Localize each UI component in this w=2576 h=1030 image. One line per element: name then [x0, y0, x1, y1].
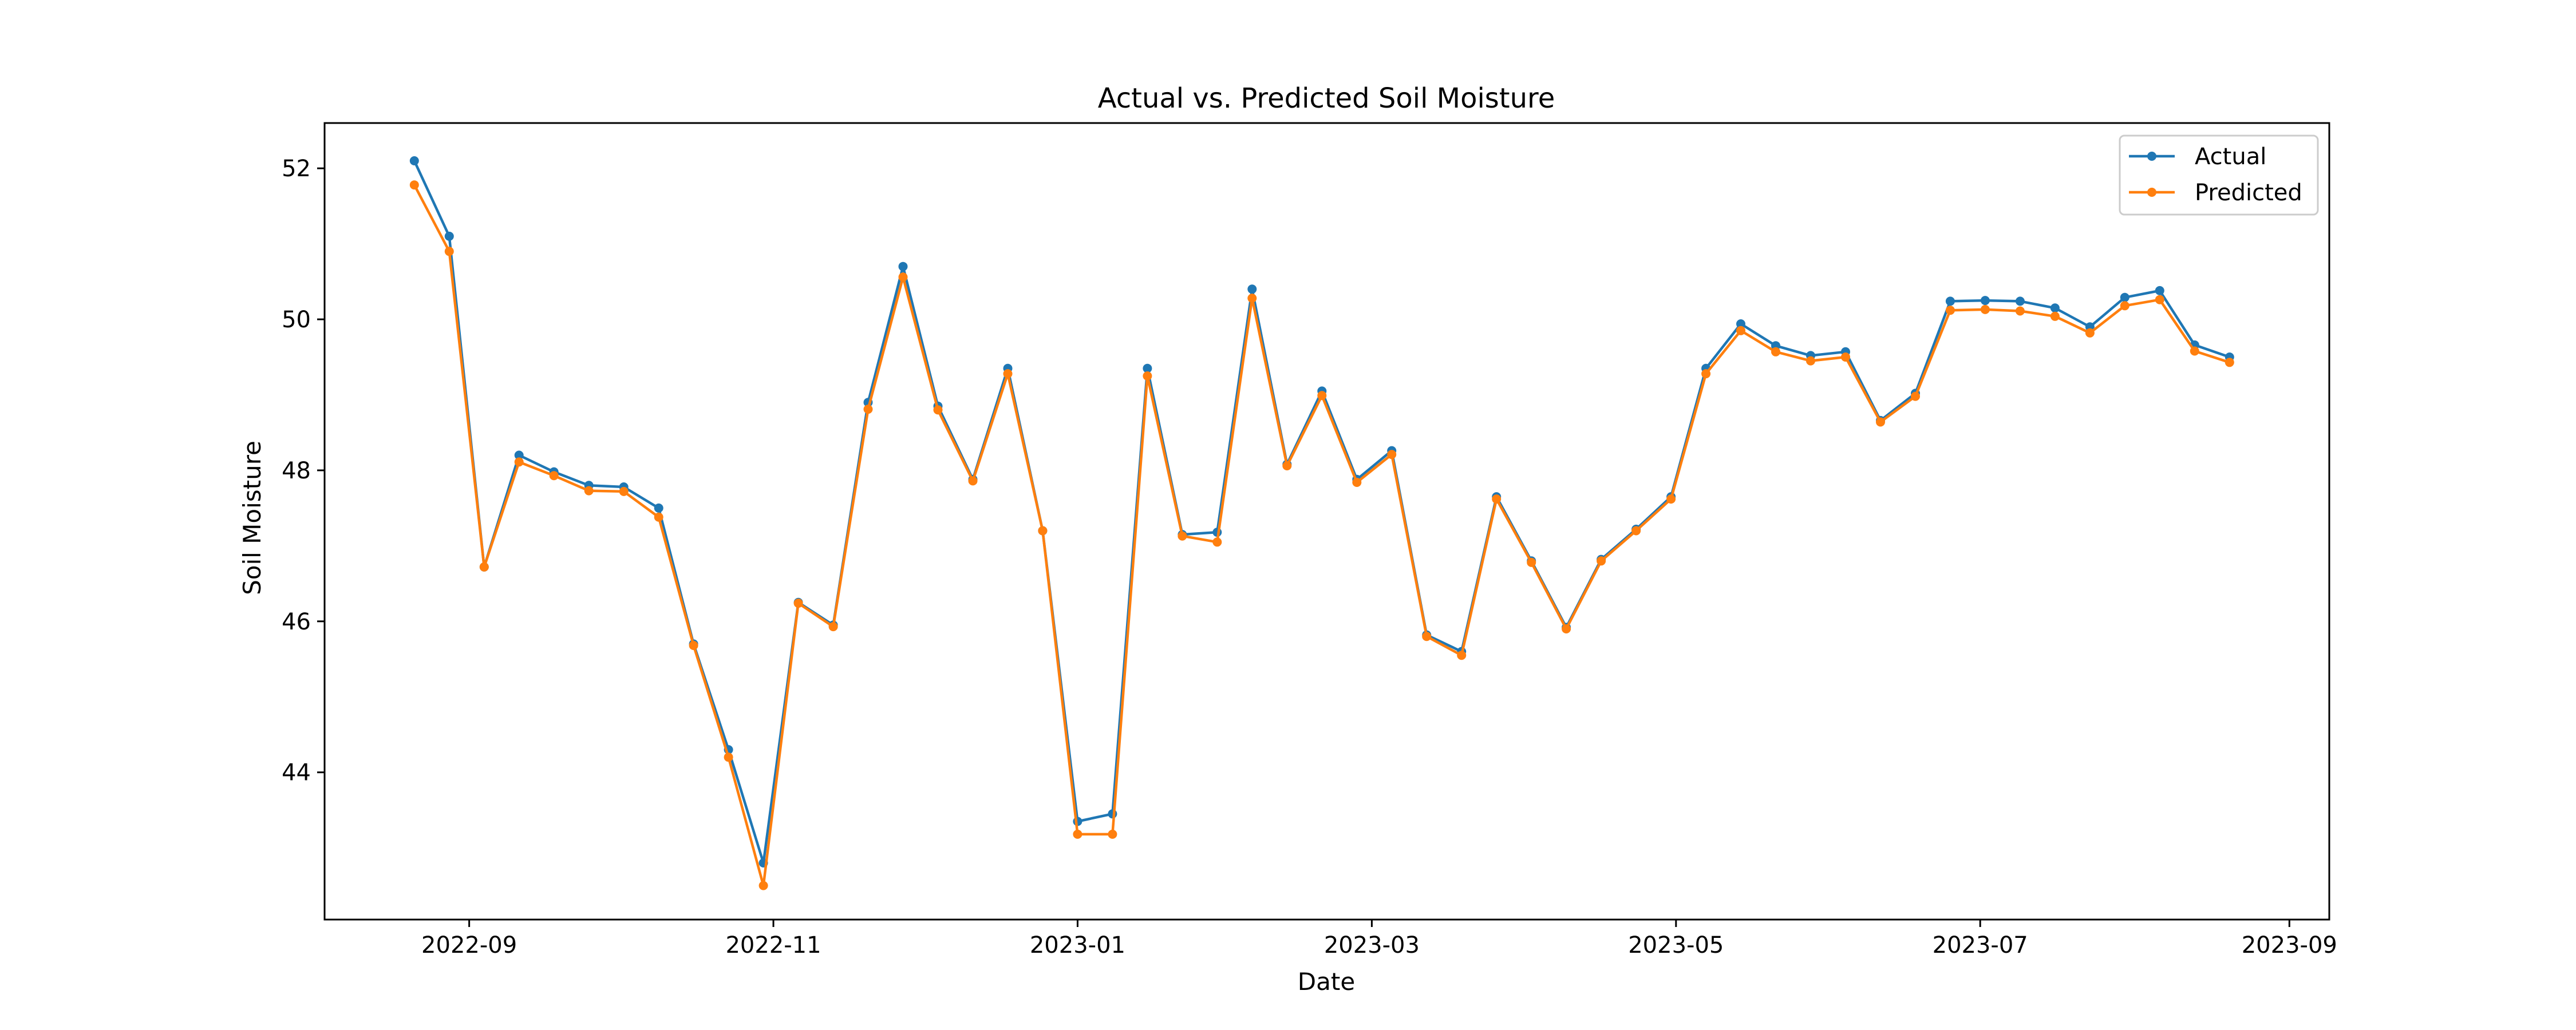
- x-tick-label: 2022-11: [725, 932, 821, 958]
- data-point-predicted: [654, 512, 663, 522]
- data-point-predicted: [1003, 369, 1013, 379]
- data-point-predicted: [1527, 557, 1536, 567]
- data-point-predicted: [758, 881, 768, 890]
- data-point-actual: [1247, 284, 1257, 294]
- y-tick-label: 52: [282, 156, 311, 182]
- data-point-actual: [444, 231, 454, 241]
- data-point-predicted: [409, 180, 419, 190]
- data-point-actual: [1736, 319, 1745, 328]
- plot-area: [409, 156, 2234, 890]
- legend: Actual Predicted: [2119, 134, 2319, 216]
- x-tick-label: 2022-09: [421, 932, 517, 958]
- data-point-predicted: [1352, 478, 1362, 487]
- data-point-predicted: [1736, 326, 1745, 335]
- data-point-predicted: [2155, 295, 2164, 304]
- data-point-predicted: [689, 641, 698, 650]
- data-point-predicted: [1422, 632, 1432, 641]
- data-point-actual: [2155, 286, 2164, 295]
- data-point-predicted: [1387, 450, 1397, 459]
- data-point-predicted: [1108, 829, 1117, 839]
- y-tick-label: 46: [282, 609, 311, 635]
- data-point-predicted: [2015, 306, 2025, 316]
- data-point-actual: [2120, 292, 2129, 302]
- x-axis-label: Date: [1298, 968, 1355, 996]
- data-point-actual: [1143, 363, 1152, 373]
- data-point-predicted: [1317, 391, 1327, 401]
- data-point-predicted: [584, 486, 594, 496]
- data-point-actual: [1108, 809, 1117, 819]
- data-point-predicted: [1073, 829, 1082, 839]
- data-point-predicted: [1841, 352, 1850, 362]
- y-axis: 44 46 48 50 52: [282, 156, 325, 786]
- chart-title: Actual vs. Predicted Soil Moisture: [1098, 82, 1555, 114]
- data-point-predicted: [1457, 651, 1467, 660]
- data-point-predicted: [1212, 537, 1222, 547]
- data-point-predicted: [1597, 556, 1606, 566]
- data-point-predicted: [1247, 294, 1257, 303]
- x-axis: 2022-09 2022-11 2023-01 2023-03 2023-05 2023-…: [421, 920, 2337, 958]
- data-point-predicted: [1038, 526, 1048, 536]
- data-point-actual: [1945, 296, 1955, 306]
- data-point-predicted: [1806, 356, 1815, 366]
- y-axis-label: Soil Moisture: [238, 441, 266, 595]
- data-point-predicted: [1282, 461, 1292, 470]
- x-tick-label: 2023-03: [1324, 932, 1420, 958]
- data-point-predicted: [863, 405, 873, 414]
- data-point-actual: [1980, 296, 1990, 306]
- data-point-predicted: [828, 622, 838, 632]
- data-point-predicted: [2190, 346, 2199, 356]
- series-predicted: [409, 180, 2234, 890]
- data-point-predicted: [1562, 624, 1571, 633]
- y-tick-label: 44: [282, 760, 311, 786]
- x-tick-label: 2023-05: [1628, 932, 1724, 958]
- data-point-predicted: [2225, 358, 2234, 367]
- data-point-predicted: [898, 272, 908, 282]
- data-point-actual: [409, 156, 419, 165]
- plot-frame: [323, 122, 2330, 921]
- data-point-predicted: [2120, 301, 2129, 311]
- y-tick-label: 50: [282, 307, 311, 333]
- data-point-predicted: [549, 471, 559, 481]
- data-point-actual: [654, 503, 663, 513]
- data-point-actual: [2015, 296, 2025, 306]
- data-point-predicted: [1178, 531, 1187, 541]
- legend-label-actual: Actual: [2195, 144, 2266, 170]
- data-point-predicted: [479, 562, 489, 572]
- x-tick-label: 2023-07: [1933, 932, 2028, 958]
- data-point-actual: [2050, 303, 2060, 313]
- y-tick-label: 48: [282, 458, 311, 484]
- data-point-actual: [898, 262, 908, 271]
- data-point-predicted: [619, 486, 629, 496]
- data-point-predicted: [1631, 526, 1641, 536]
- x-tick-label: 2023-09: [2242, 932, 2337, 958]
- data-point-predicted: [1876, 417, 1885, 427]
- data-point-predicted: [444, 247, 454, 256]
- legend-label-predicted: Predicted: [2195, 180, 2302, 206]
- x-tick-label: 2023-01: [1030, 932, 1125, 958]
- data-point-predicted: [1492, 494, 1502, 504]
- data-point-predicted: [2050, 311, 2060, 321]
- data-point-predicted: [1701, 369, 1711, 379]
- data-point-predicted: [1980, 304, 1990, 314]
- data-point-predicted: [514, 457, 524, 467]
- data-point-predicted: [1771, 347, 1780, 356]
- data-point-predicted: [1911, 391, 1920, 401]
- data-point-predicted: [1143, 371, 1152, 381]
- legend-item-predicted: Predicted: [2129, 180, 2302, 206]
- data-point-actual: [514, 450, 524, 460]
- legend-item-actual: Actual: [2129, 144, 2266, 170]
- data-point-predicted: [2085, 328, 2095, 338]
- data-point-predicted: [1945, 306, 1955, 315]
- legend-marker-actual: [2147, 152, 2156, 161]
- data-point-predicted: [724, 752, 733, 762]
- data-point-predicted: [793, 599, 803, 608]
- data-point-predicted: [1666, 494, 1676, 504]
- data-point-predicted: [968, 476, 978, 486]
- legend-marker-predicted: [2147, 188, 2156, 197]
- data-point-predicted: [933, 405, 943, 415]
